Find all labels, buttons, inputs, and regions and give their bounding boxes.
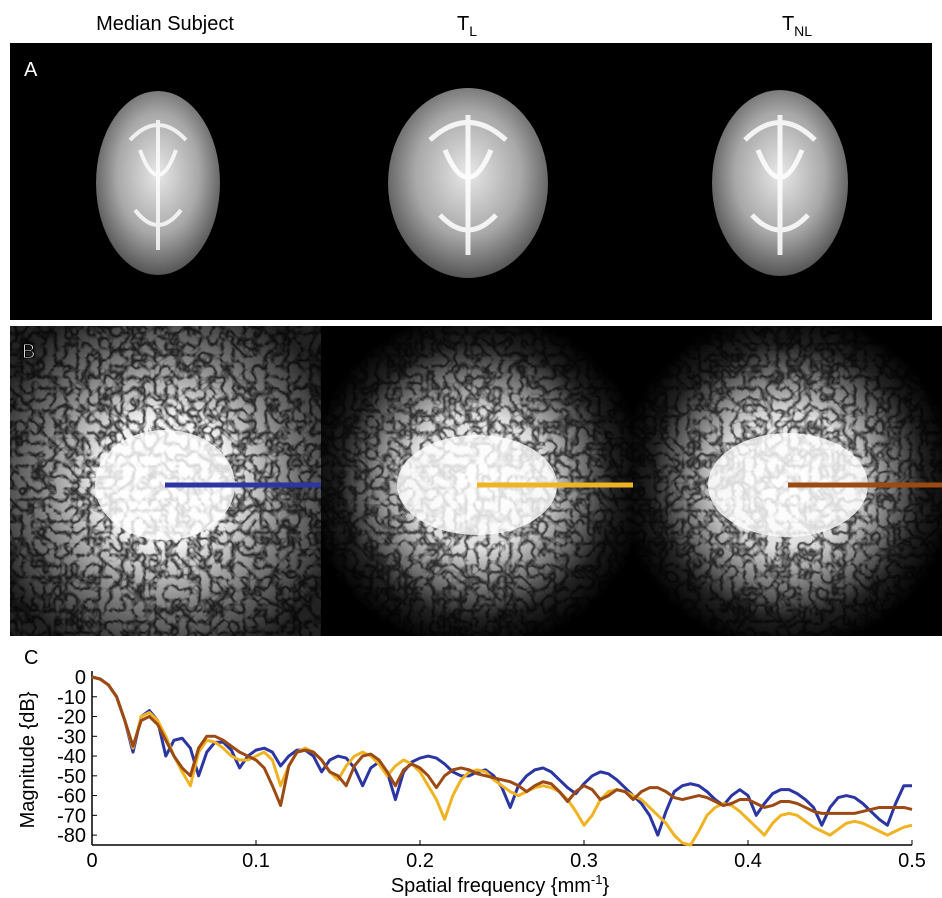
panel-label: C bbox=[24, 647, 38, 669]
y-tick-label: -70 bbox=[57, 805, 86, 827]
y-tick-label: -40 bbox=[57, 746, 86, 768]
spectrum-image bbox=[321, 326, 633, 636]
brain-image bbox=[712, 90, 848, 276]
panel-label: B bbox=[22, 341, 35, 363]
series-line bbox=[91, 675, 913, 847]
spectrum-image bbox=[10, 326, 321, 636]
plot: 0-10-20-30-40-50-60-70-800 0.1 0.2 0.3 0.4 0.… bbox=[57, 667, 926, 872]
x-axis-label: Spatial frequency {mm-1} bbox=[391, 872, 610, 897]
y-tick-label: 0 bbox=[75, 667, 86, 689]
brain-image bbox=[96, 91, 220, 275]
y-tick-label: -60 bbox=[57, 786, 86, 808]
y-tick-label: -20 bbox=[57, 707, 86, 729]
column-title: TNL bbox=[782, 13, 812, 39]
y-tick-label: -10 bbox=[57, 687, 86, 709]
x-tick-label: 0.2 bbox=[406, 850, 434, 872]
series-line bbox=[91, 675, 912, 837]
x-tick-label: 0.5 bbox=[898, 850, 926, 872]
x-label-text: Spatial frequency {mm bbox=[391, 875, 591, 897]
x-tick-label: 0.4 bbox=[734, 850, 762, 872]
panel-label: A bbox=[24, 59, 38, 81]
title-subscript: L bbox=[469, 23, 477, 39]
title-subscript: NL bbox=[794, 23, 812, 39]
title-text: T bbox=[782, 13, 794, 35]
x-tick-label: 0.3 bbox=[570, 850, 598, 872]
y-tick-label: -30 bbox=[57, 726, 86, 748]
y-tick-label: -50 bbox=[57, 766, 86, 788]
x-label-superscript: -1 bbox=[591, 872, 603, 887]
spectrum-image bbox=[633, 326, 942, 636]
y-tick-label: -80 bbox=[57, 825, 86, 847]
x-tick-label: 0 bbox=[86, 850, 97, 872]
series-line bbox=[91, 675, 913, 815]
column-title: Median Subject bbox=[96, 13, 234, 35]
x-label-text: } bbox=[602, 875, 609, 897]
x-tick-label: 0.1 bbox=[242, 850, 270, 872]
column-title: TL bbox=[457, 13, 477, 39]
y-axis-label: Magnitude {dB} bbox=[17, 691, 39, 828]
brain-image bbox=[388, 88, 548, 278]
title-text: T bbox=[457, 13, 469, 35]
